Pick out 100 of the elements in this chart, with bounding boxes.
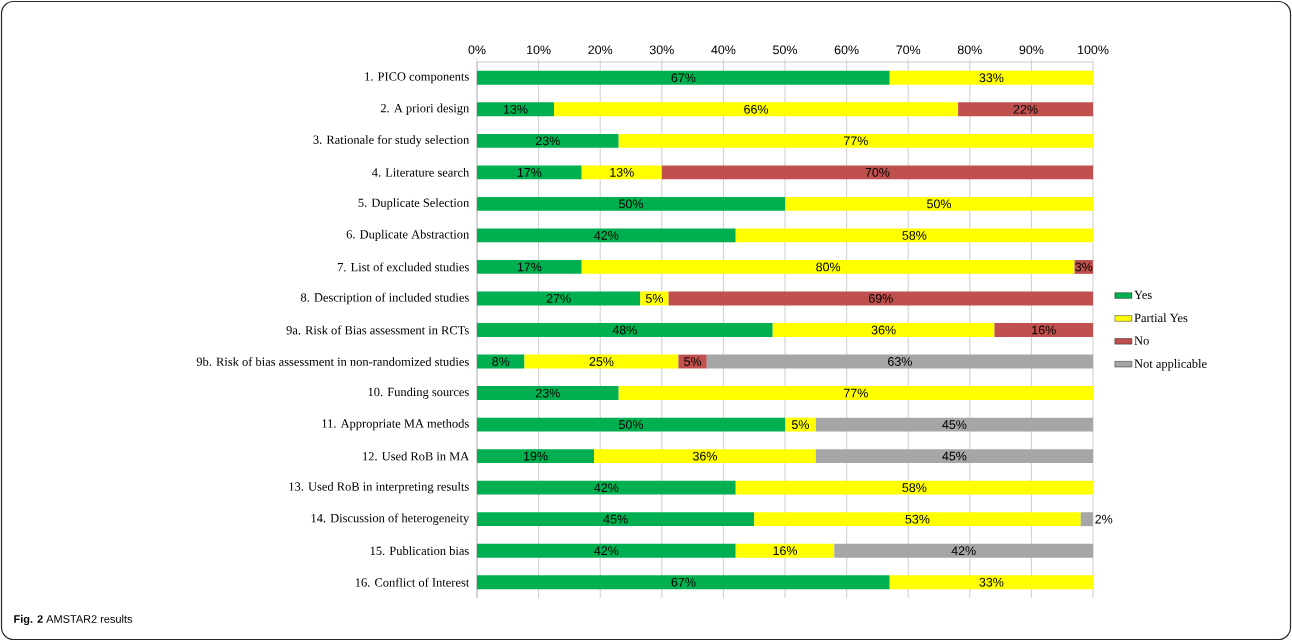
data-label: 80% <box>816 262 841 272</box>
bar <box>618 386 1094 400</box>
x-tick-label: 70% <box>896 45 921 55</box>
bar <box>772 323 995 337</box>
bar <box>477 575 890 590</box>
data-label: 70% <box>865 167 890 177</box>
bar <box>477 480 736 495</box>
bar <box>581 165 662 180</box>
legend-label: Yes <box>1134 290 1152 300</box>
y-tick-label: 4. Literature search <box>371 167 470 177</box>
data-label: 42% <box>594 231 619 240</box>
x-tick-label: 50% <box>773 45 798 55</box>
y-tick-label: 7. List of excluded studies <box>337 262 469 272</box>
bar <box>754 512 1081 527</box>
data-label: 17% <box>517 167 542 177</box>
data-label: 36% <box>871 325 896 335</box>
data-label: 5% <box>684 357 702 366</box>
data-label: 23% <box>536 136 560 146</box>
bar <box>735 480 1094 495</box>
data-label: 63% <box>888 357 912 366</box>
y-tick-label: 3. Rationale for study selection <box>313 135 470 147</box>
x-tick-label: 100% <box>1078 45 1109 55</box>
bar <box>477 165 582 180</box>
data-label: 13% <box>610 167 634 177</box>
bar <box>661 165 1094 180</box>
bar <box>889 575 1094 590</box>
data-label: 48% <box>612 325 637 335</box>
data-label: 58% <box>902 483 927 493</box>
bar <box>594 449 816 464</box>
y-tick-label: 9a. Risk of Bias assessment in RCTs <box>286 325 469 335</box>
y-tick-label: 12. Used RoB in MA <box>363 451 470 461</box>
x-tick-label: 20% <box>588 45 613 55</box>
y-tick-label: 8. Description of included studies <box>300 292 469 305</box>
data-label: 3% <box>1075 262 1093 272</box>
bar <box>477 386 619 400</box>
data-label: 13% <box>504 104 528 114</box>
data-label: 33% <box>979 73 1004 83</box>
data-label: 67% <box>671 577 696 587</box>
data-label: 33% <box>979 577 1004 587</box>
x-tick-label: 0% <box>468 45 486 55</box>
legend-label: Partial Yes <box>1134 313 1188 323</box>
bar <box>477 228 736 243</box>
data-label: 19% <box>524 451 548 461</box>
x-tick-label: 90% <box>1019 45 1044 55</box>
bar <box>477 102 555 117</box>
bar <box>994 323 1094 337</box>
bar <box>554 102 959 117</box>
data-label: 16% <box>1032 325 1056 335</box>
data-label: 22% <box>1013 104 1038 114</box>
data-label: 45% <box>603 514 628 524</box>
data-label: 27% <box>546 294 571 303</box>
x-tick-label: 10% <box>527 45 551 55</box>
bar <box>834 543 1094 558</box>
bar <box>1080 512 1094 527</box>
y-tick-label: 15. Publication bias <box>370 546 469 556</box>
data-label: 77% <box>844 388 868 398</box>
bar <box>477 323 773 337</box>
bar <box>618 133 1094 148</box>
data-label: 67% <box>671 73 696 83</box>
bar <box>735 543 835 558</box>
data-label: 23% <box>536 388 560 398</box>
bar <box>785 417 816 432</box>
data-label: 42% <box>594 483 619 493</box>
data-label: 50% <box>619 420 644 429</box>
bar <box>477 70 890 85</box>
data-label: 58% <box>902 231 927 240</box>
x-tick-label: 80% <box>957 45 982 55</box>
text: Fig. 2 AMSTAR2 results <box>14 614 133 626</box>
y-tick-label: 11. Appropriate MA methods <box>322 418 469 431</box>
bar <box>477 543 736 558</box>
bar <box>668 291 1094 306</box>
data-label: 5% <box>645 294 663 303</box>
bar <box>477 449 595 464</box>
data-label: 2% <box>1095 514 1113 524</box>
bar <box>477 417 786 432</box>
data-label: 17% <box>517 262 542 272</box>
bar <box>889 70 1094 85</box>
data-label: 53% <box>905 514 930 524</box>
bar <box>735 228 1094 243</box>
x-tick-label: 30% <box>649 45 674 55</box>
bar <box>477 133 619 148</box>
bar <box>815 417 1094 432</box>
bar <box>958 102 1094 117</box>
data-label: 50% <box>927 199 952 209</box>
legend-label: No <box>1134 336 1149 345</box>
data-label: 16% <box>773 546 798 556</box>
data-label: 42% <box>594 546 619 556</box>
y-tick-label: 6. Duplicate Abstraction <box>346 229 470 242</box>
y-tick-label: 2. A priori design <box>380 103 470 115</box>
bar <box>477 196 786 211</box>
bar <box>477 259 582 274</box>
bar <box>524 354 679 369</box>
bar <box>477 291 641 306</box>
y-tick-label: 10. Funding sources <box>368 387 469 399</box>
data-label: 25% <box>589 357 614 366</box>
data-label: 42% <box>951 546 976 556</box>
x-tick-label: 60% <box>834 45 859 55</box>
data-label: 66% <box>744 104 769 114</box>
data-label: 36% <box>692 451 717 461</box>
bar <box>706 354 1094 369</box>
